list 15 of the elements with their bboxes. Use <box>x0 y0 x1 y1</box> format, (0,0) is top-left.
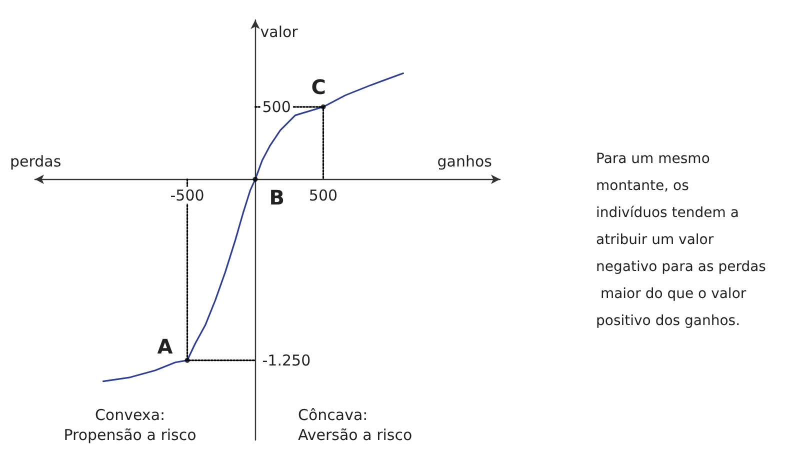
text: Para um mesmo montante, os indivíduos tendem a atribuir um valor negativo para as perdas maior do que o valor positivo dos ganhos. <box>596 151 766 329</box>
point <box>320 104 326 110</box>
annotation: Convexa: Propensão a risco <box>64 406 196 444</box>
line-series <box>102 72 404 382</box>
x-axis-title: ganhos <box>437 152 492 170</box>
annotation: B <box>269 185 285 210</box>
annotation: perdas <box>10 152 62 170</box>
point <box>252 176 258 182</box>
annotation: A <box>157 334 174 358</box>
point <box>184 358 190 363</box>
x-tick-label: -500 <box>170 186 204 204</box>
annotation: C <box>311 74 326 99</box>
annotation: Côncava: Aversão a risco <box>298 406 412 444</box>
y-tick-label: -1.250 <box>262 351 311 370</box>
y-axis-title: valor <box>260 23 299 41</box>
